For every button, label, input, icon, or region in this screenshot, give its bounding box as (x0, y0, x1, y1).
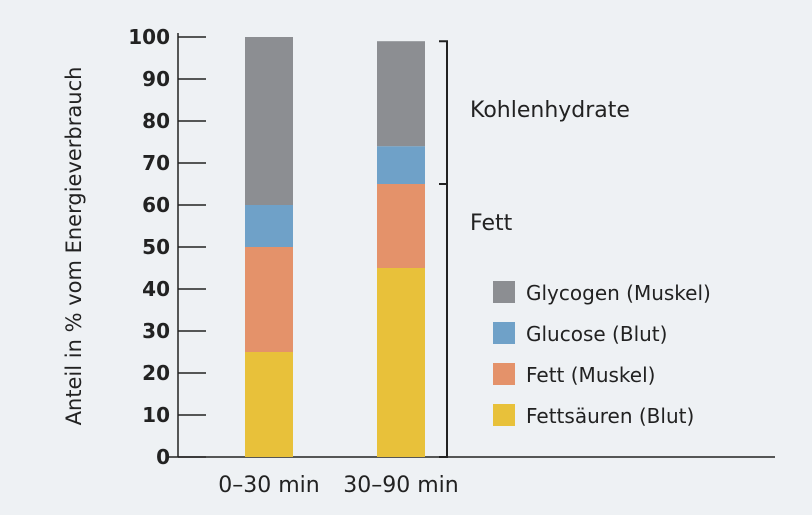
y-tick-label: 50 (142, 235, 170, 259)
bar-segment-fett-muskel (377, 184, 425, 268)
bar-segment-glycogen-muskel (377, 41, 425, 147)
x-category-label: 30–90 min (343, 473, 458, 498)
y-tick-label: 70 (142, 151, 170, 175)
y-axis-label: Anteil in % vom Energieverbrauch (62, 67, 86, 426)
bracket-kohlenhydrate (439, 40, 448, 185)
y-tick-label: 90 (142, 67, 170, 91)
bar-segment-glucose-blut (245, 205, 293, 247)
legend-label: Fettsäuren (Blut) (526, 404, 694, 428)
annotations: Kohlenhydrate Fett (439, 40, 630, 458)
y-tick-label: 60 (142, 193, 170, 217)
legend-swatch (493, 281, 515, 303)
y-tick-label: 30 (142, 319, 170, 343)
legend-label: Glucose (Blut) (526, 322, 667, 346)
y-tick-label: 0 (156, 445, 170, 469)
y-tick-label: 10 (142, 403, 170, 427)
annotation-label: Fett (470, 211, 513, 236)
legend-label: Glycogen (Muskel) (526, 281, 711, 305)
axes: 0 10 20 30 40 50 60 70 80 90 100 Anteil in % vom En… (62, 25, 775, 498)
y-tick-label: 20 (142, 361, 170, 385)
bar-segment-fettsauren-blut (377, 268, 425, 457)
bar-segment-fett-muskel (245, 247, 293, 352)
y-tick-label: 100 (128, 25, 170, 49)
bar-segment-glucose-blut (377, 146, 425, 184)
bar-segment-glycogen-muskel (245, 37, 293, 205)
bars (245, 37, 425, 457)
legend-swatch (493, 322, 515, 344)
bracket-fett (439, 183, 448, 458)
x-category-label: 0–30 min (218, 473, 319, 498)
legend: Glycogen (Muskel) Glucose (Blut) Fett (Mus… (493, 281, 711, 428)
y-tick-label: 40 (142, 277, 170, 301)
annotation-label: Kohlenhydrate (470, 98, 630, 123)
legend-label: Fett (Muskel) (526, 363, 655, 387)
legend-swatch (493, 363, 515, 385)
legend-swatch (493, 404, 515, 426)
y-tick-label: 80 (142, 109, 170, 133)
bar-segment-fettsauren-blut (245, 352, 293, 457)
